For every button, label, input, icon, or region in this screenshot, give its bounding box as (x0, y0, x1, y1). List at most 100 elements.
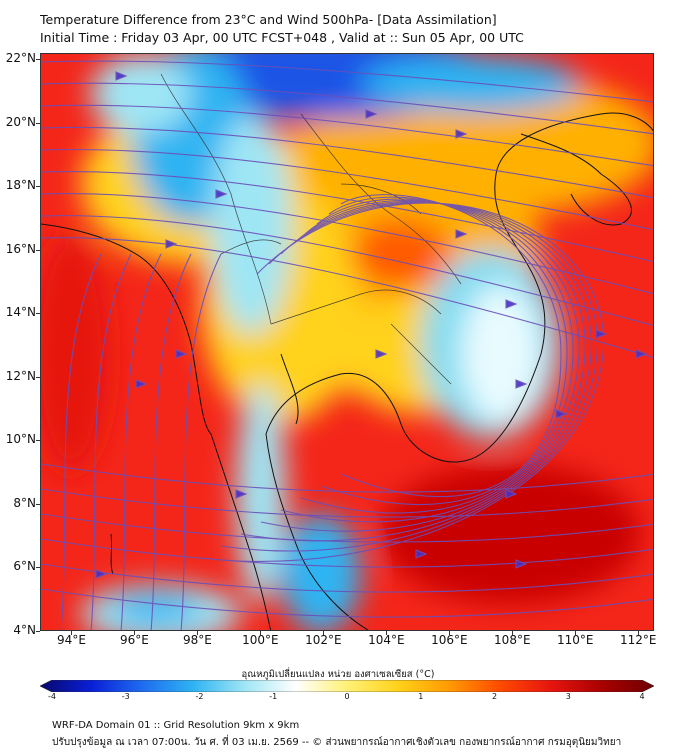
lat-label: 18°N (5, 178, 36, 193)
lat-label: 12°N (5, 368, 36, 383)
wind-arrowhead (595, 329, 608, 339)
lat-tick (36, 59, 40, 61)
wind-arrowhead (515, 559, 528, 569)
wind-arrowhead (175, 349, 188, 359)
lat-tick (36, 313, 40, 315)
lon-label: 96°E (120, 633, 149, 647)
lon-tick (386, 631, 388, 635)
lon-tick (71, 631, 73, 635)
wind-arrowhead (455, 129, 468, 139)
lat-label: 6°N (13, 559, 36, 574)
colorbar-label: อุณหภูมิเปลี่ยนแปลง หน่วย องศาเซลเซียส (… (241, 669, 435, 680)
lat-label: 20°N (5, 114, 36, 129)
lon-tick (638, 631, 640, 635)
wind-arrowhead (415, 549, 428, 559)
wind-streamline (41, 513, 653, 543)
wind-streamline (150, 253, 192, 630)
lon-label: 106°E (431, 633, 468, 647)
wind-streamline (180, 253, 222, 630)
lon-tick (197, 631, 199, 635)
lon-label: 108°E (494, 633, 531, 647)
lat-label: 14°N (5, 305, 36, 320)
colorbar-tick-label: 0 (344, 692, 350, 701)
lat-label: 4°N (13, 623, 36, 637)
lat-tick (36, 567, 40, 569)
wind-arrowhead (505, 299, 518, 309)
wind-streamline (260, 200, 586, 532)
temperature-field (41, 54, 653, 630)
wind-arrowhead (95, 569, 108, 579)
colorbar (40, 680, 654, 692)
wind-arrowhead (135, 379, 148, 389)
lon-tick (260, 631, 262, 635)
lon-tick (134, 631, 136, 635)
lon-tick (512, 631, 514, 635)
wind-arrowhead (215, 189, 228, 199)
wind-arrowhead (635, 349, 648, 359)
wind-arrowhead (235, 489, 248, 499)
wind-streamline (41, 148, 653, 231)
wind-streamline (41, 588, 653, 618)
lon-label: 94°E (57, 633, 86, 647)
lat-tick (36, 122, 40, 124)
lon-tick (323, 631, 325, 635)
lon-label: 98°E (182, 633, 212, 647)
lat-label: 22°N (5, 51, 36, 66)
colorbar-tick-label: 4 (639, 692, 645, 701)
lon-label: 110°E (557, 633, 594, 647)
lat-tick (36, 440, 40, 442)
wind-streamline (41, 563, 653, 593)
wind-streamline (60, 253, 102, 630)
wind-streamline (41, 237, 653, 358)
wind-streamline (41, 60, 653, 103)
colorbar-tick-label: -3 (121, 692, 130, 701)
wind-arrowhead (515, 379, 528, 389)
chart-title-line-1: Temperature Difference from 23°C and Win… (40, 12, 497, 27)
wind-streamline (41, 193, 653, 295)
colorbar-tick-label: -2 (195, 692, 204, 701)
wind-arrowhead (165, 239, 178, 249)
footer-credit: ปรับปรุงข้อมูล ณ เวลา 07:00น. วัน ศ. ที่… (52, 737, 622, 748)
colorbar-tick-label: -1 (269, 692, 278, 701)
lat-tick (36, 376, 40, 378)
wind-arrowhead (455, 229, 468, 239)
wind-arrowhead (505, 489, 518, 499)
colorbar-tick-label: 3 (565, 692, 571, 701)
wind-streamline (280, 199, 580, 523)
lon-label: 112°E (620, 633, 657, 647)
colorbar-tick-label: 2 (491, 692, 498, 701)
footer-model-info: WRF-DA Domain 01 :: Grid Resolution 9km … (52, 720, 300, 731)
wind-streamline (300, 198, 574, 514)
lat-tick (36, 186, 40, 188)
wind-arrowhead (115, 71, 128, 81)
wind-streamline (41, 215, 653, 327)
lat-label: 10°N (5, 432, 36, 447)
wind-streamline (41, 126, 653, 199)
lat-label: 16°N (5, 241, 36, 256)
coastlines (41, 112, 653, 630)
wind-streamline (41, 538, 653, 568)
lon-tick (575, 631, 577, 635)
wind-arrowhead (375, 349, 388, 359)
chart-title-line-2: Initial Time : Friday 03 Apr, 00 UTC FCS… (40, 30, 524, 45)
colorbar-tick-label: 1 (418, 692, 424, 701)
wind-streamline (90, 253, 132, 630)
colorbar-tick-label: -4 (48, 692, 56, 701)
lon-label: 104°E (368, 633, 405, 647)
wind-streamline (41, 104, 653, 167)
lon-label: 100°E (242, 633, 279, 647)
lon-label: 102°E (305, 633, 342, 647)
wind-arrowhead (555, 409, 568, 419)
wind-streamline (340, 194, 562, 498)
wind-arrowhead (365, 109, 378, 119)
lat-tick (36, 503, 40, 505)
map-panel (40, 53, 654, 631)
wind-streamline (41, 171, 653, 263)
lat-tick (36, 249, 40, 251)
wind-streamline (41, 82, 653, 135)
wind-streamlines (41, 60, 653, 630)
lat-tick (36, 631, 40, 632)
lon-tick (449, 631, 451, 635)
temperature-map (41, 54, 653, 630)
wind-streamline (120, 253, 162, 630)
